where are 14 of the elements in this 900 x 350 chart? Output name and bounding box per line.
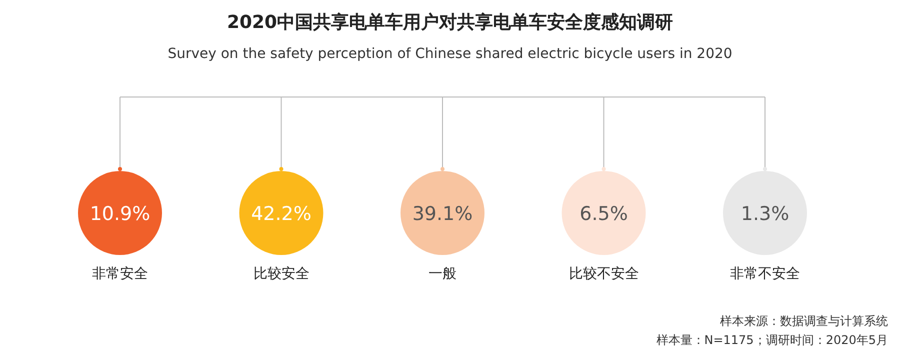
text: 样本来源：数据调查与计算系统 xyxy=(720,314,888,328)
data-label: 6.5% xyxy=(580,203,628,225)
text: 2020中国共享电单车用户对共享电单车安全度感知调研 xyxy=(226,12,674,33)
data-label: 42.2% xyxy=(251,203,312,225)
category-label: 非常不安全 xyxy=(730,266,800,282)
category-label: 非常安全 xyxy=(92,266,148,282)
category-label: 比较不安全 xyxy=(568,266,639,282)
category-label: 一般 xyxy=(428,266,456,282)
data-label: 1.3% xyxy=(740,203,790,225)
category-label: 比较安全 xyxy=(253,266,310,282)
data-label: 10.9% xyxy=(90,203,150,225)
data-label: 39.1% xyxy=(412,203,473,225)
text: Survey on the safety perception of Chinese shared electric bicycle users in 2020 xyxy=(168,46,732,62)
text: 样本量：N=1175；调研时间：2020年5月 xyxy=(656,333,888,347)
